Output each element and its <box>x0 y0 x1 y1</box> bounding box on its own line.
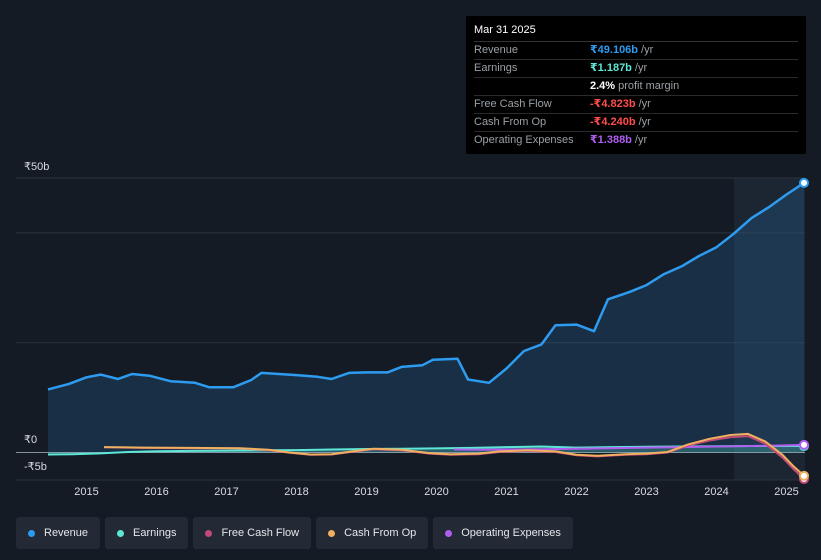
tooltip-value: -₹4.240b <box>590 116 636 128</box>
x-tick-label: 2021 <box>494 486 518 498</box>
tooltip-row-cash-from-op: Cash From Op -₹4.240b /yr <box>474 114 798 132</box>
line-revenue <box>47 181 805 391</box>
legend-label: Cash From Op <box>344 527 417 539</box>
tooltip-value: ₹49.106b <box>590 44 639 56</box>
end-point-revenue <box>799 177 809 188</box>
x-tick-label: 2019 <box>354 486 378 498</box>
legend-label: Earnings <box>133 527 177 539</box>
legend: Revenue Earnings Free Cash Flow Cash Fro… <box>16 517 573 549</box>
tooltip-label <box>474 78 590 95</box>
tooltip-value: 2.4% <box>590 80 616 92</box>
y-tick-label-bottom: -₹5b <box>24 461 47 473</box>
x-tick-label: 2015 <box>74 486 98 498</box>
legend-dot-icon <box>205 529 213 537</box>
legend-item-free-cash-flow[interactable]: Free Cash Flow <box>193 517 312 549</box>
end-point-cash-from-op <box>799 470 809 481</box>
tooltip-value: ₹1.187b <box>590 62 632 74</box>
x-tick-label: 2023 <box>634 486 658 498</box>
legend-dot-icon <box>28 529 35 537</box>
tooltip-row-profit-margin: 2.4% profit margin <box>474 78 798 96</box>
tooltip-value: -₹4.823b <box>590 98 636 110</box>
legend-dot-icon <box>328 529 336 537</box>
tooltip-label: Operating Expenses <box>474 134 574 146</box>
tooltip-row-free-cash-flow: Free Cash Flow -₹4.823b /yr <box>474 96 798 114</box>
x-tick-label: 2024 <box>704 486 728 498</box>
tooltip-label: Cash From Op <box>474 116 547 128</box>
tooltip-date: Mar 31 2025 <box>474 24 798 42</box>
x-tick-label: 2020 <box>424 486 448 498</box>
y-tick-label-top: ₹50b <box>24 161 50 173</box>
legend-item-cash-from-op[interactable]: Cash From Op <box>316 517 429 549</box>
tooltip-label: Earnings <box>474 62 518 74</box>
tooltip-label: Revenue <box>474 44 519 56</box>
tooltip-label: Free Cash Flow <box>474 98 552 110</box>
x-tick-label: 2018 <box>284 486 308 498</box>
tooltip-row-revenue: Revenue ₹49.106b /yr <box>474 42 798 60</box>
tooltip-unit: /yr <box>634 62 648 74</box>
plot-background <box>16 178 805 480</box>
x-tick-label: 2017 <box>214 486 238 498</box>
tooltip-value: ₹1.388b <box>590 134 632 146</box>
legend-label: Free Cash Flow <box>221 527 300 539</box>
tooltip-unit: /yr <box>638 98 651 110</box>
y-tick-label-zero: ₹0 <box>24 434 38 446</box>
tooltip-row-operating-expenses: Operating Expenses ₹1.388b /yr <box>474 132 798 149</box>
highlight-region <box>734 178 805 480</box>
area-revenue <box>48 182 804 453</box>
tooltip-row-earnings: Earnings ₹1.187b /yr <box>474 60 798 78</box>
tooltip-unit: profit margin <box>618 80 680 92</box>
x-tick-label: 2022 <box>564 486 588 498</box>
legend-label: Operating Expenses <box>461 527 561 539</box>
tooltip-unit: /yr <box>641 44 654 56</box>
legend-item-operating-expenses[interactable]: Operating Expenses <box>433 517 573 549</box>
tooltip-unit: /yr <box>634 134 648 146</box>
tooltip: Mar 31 2025 Revenue ₹49.106b /yr Earning… <box>466 16 806 154</box>
legend-item-earnings[interactable]: Earnings <box>105 517 189 549</box>
x-tick-label: 2025 <box>774 486 798 498</box>
line-cash-from-op <box>103 432 805 477</box>
line-operating-expenses <box>453 443 805 451</box>
x-tick-label: 2016 <box>144 486 168 498</box>
legend-dot-icon <box>445 529 453 537</box>
legend-item-revenue[interactable]: Revenue <box>16 517 101 549</box>
legend-label: Revenue <box>44 527 89 539</box>
end-point-operating-expenses <box>799 439 809 450</box>
legend-dot-icon <box>117 529 125 537</box>
tooltip-unit: /yr <box>638 116 651 128</box>
